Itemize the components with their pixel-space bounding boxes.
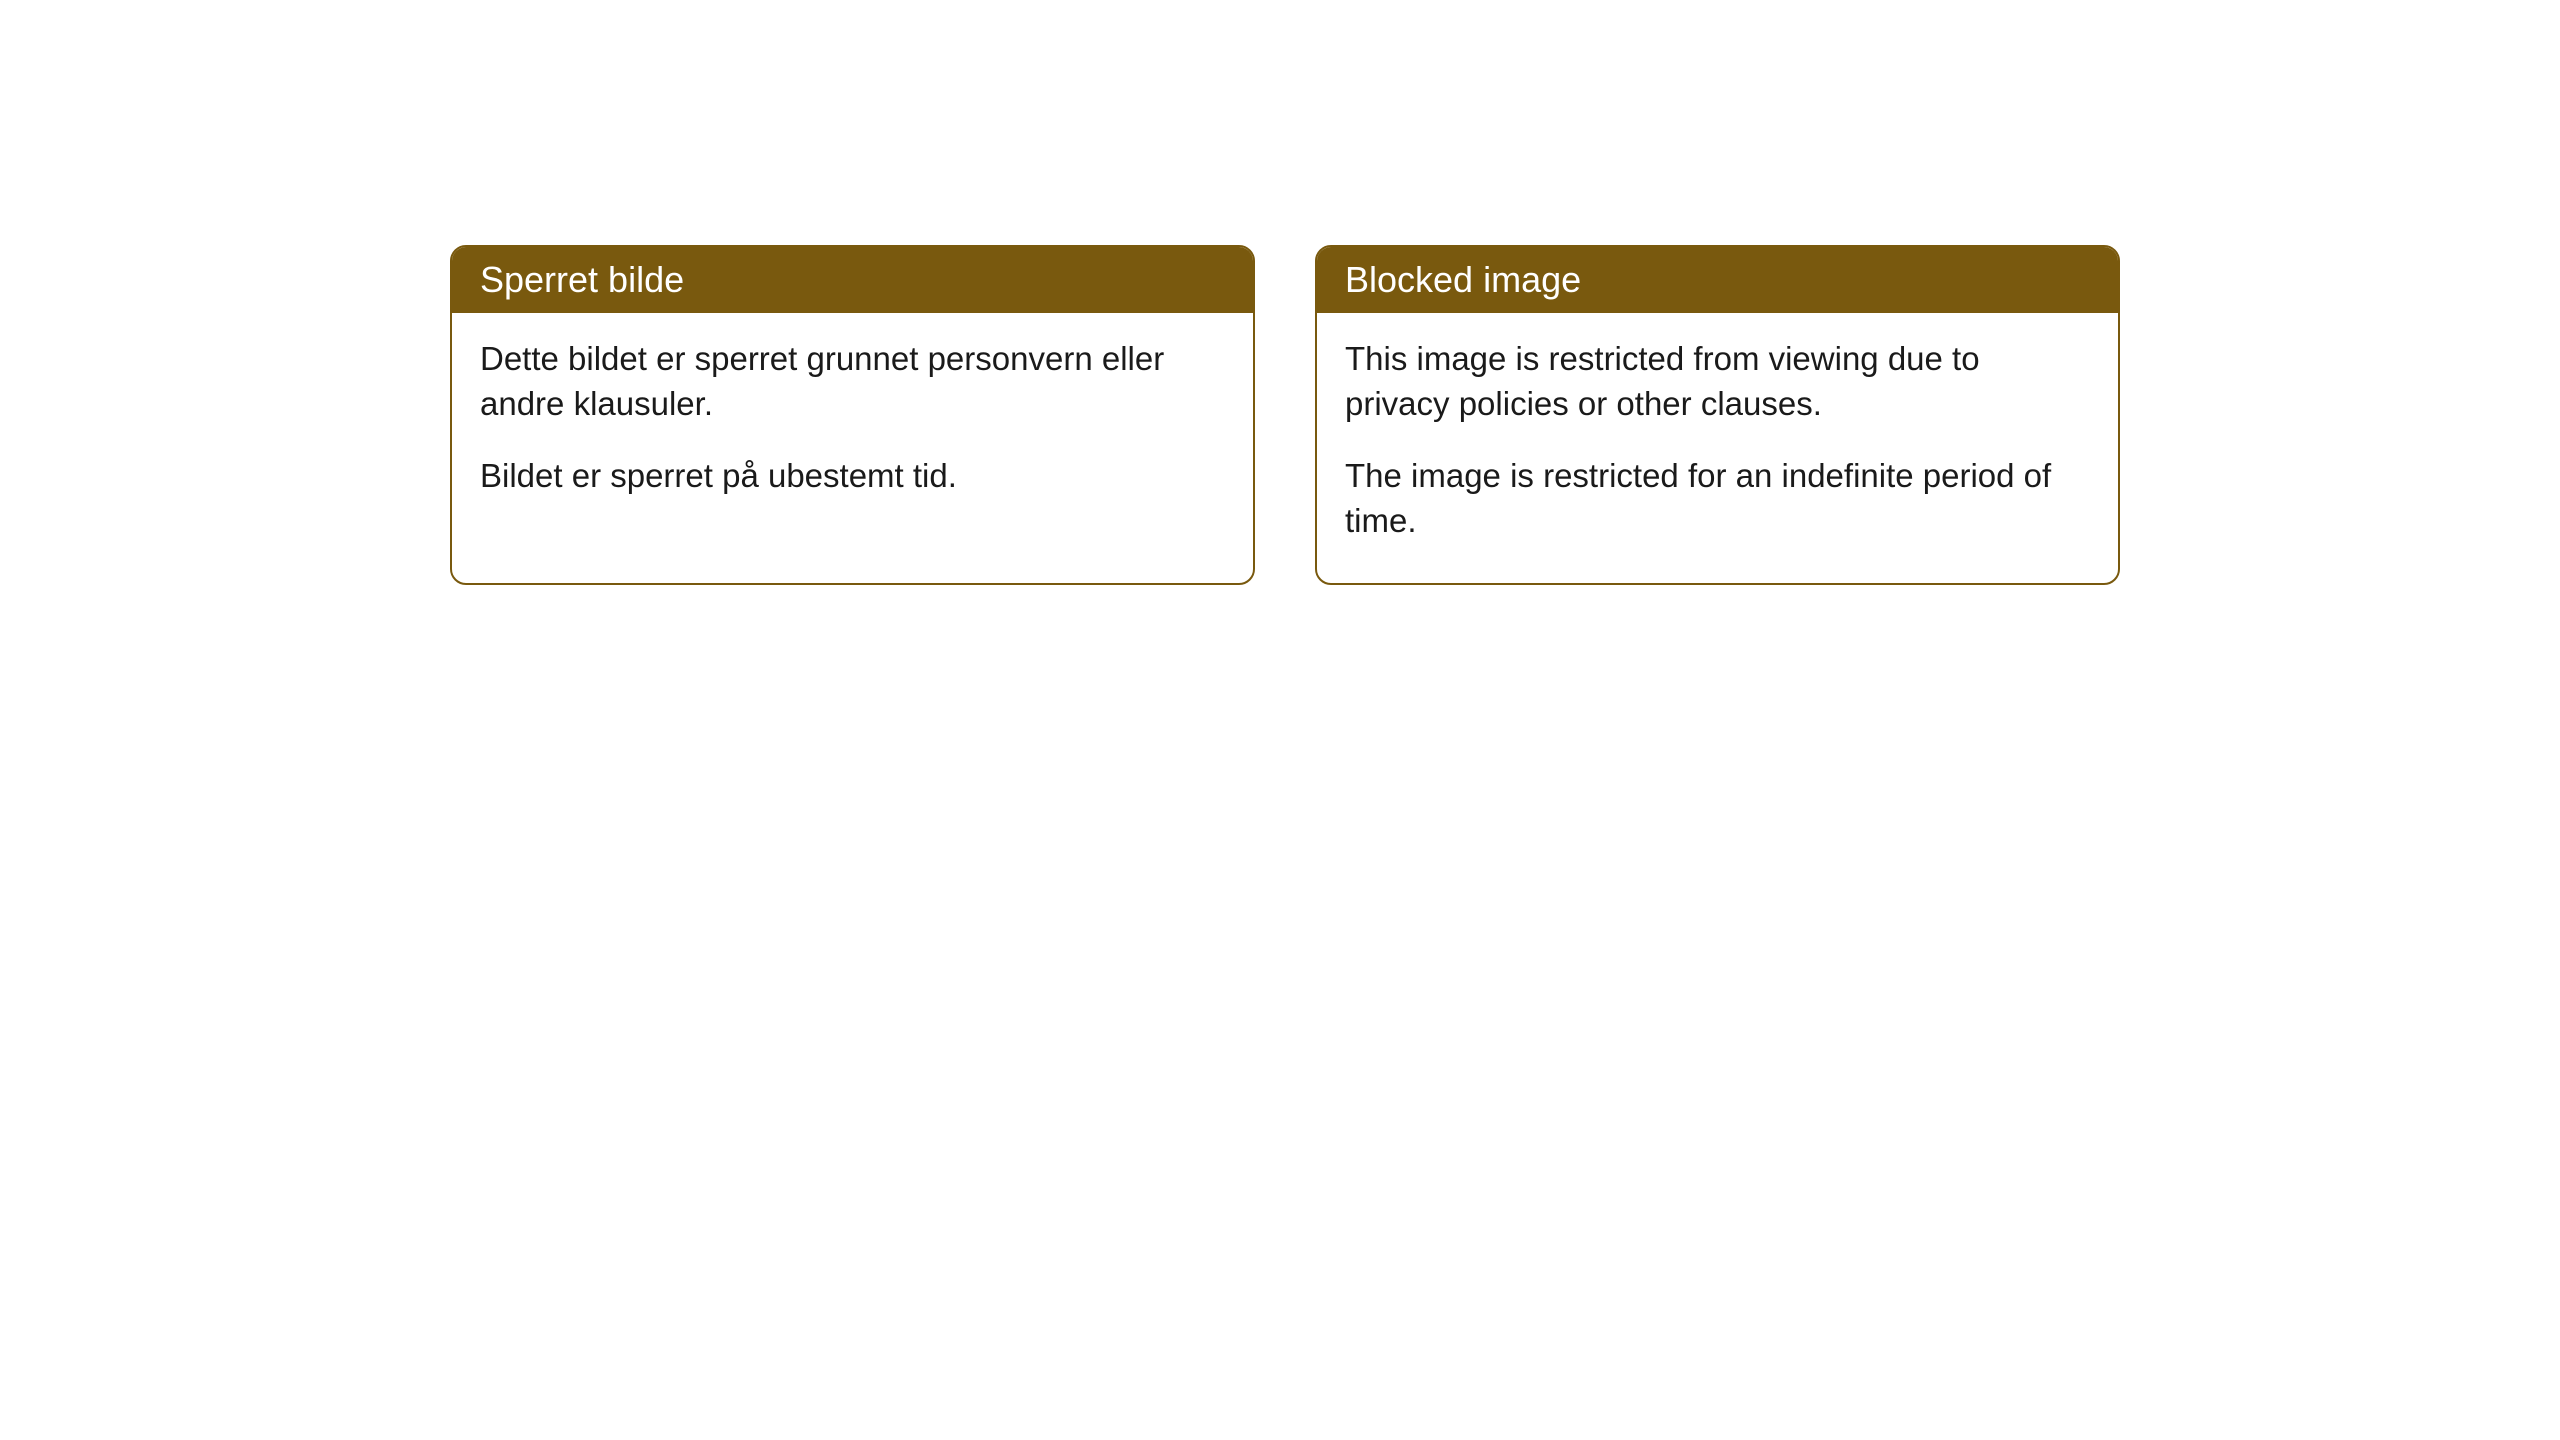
card-title: Blocked image: [1345, 259, 1581, 300]
card-title: Sperret bilde: [480, 259, 684, 300]
card-body: Dette bildet er sperret grunnet personve…: [452, 313, 1253, 539]
notice-card-norwegian: Sperret bilde Dette bildet er sperret gr…: [450, 245, 1255, 585]
card-paragraph: Bildet er sperret på ubestemt tid.: [480, 454, 1225, 499]
notice-card-english: Blocked image This image is restricted f…: [1315, 245, 2120, 585]
card-header: Sperret bilde: [452, 247, 1253, 313]
card-body: This image is restricted from viewing du…: [1317, 313, 2118, 583]
card-paragraph: Dette bildet er sperret grunnet personve…: [480, 337, 1225, 426]
card-header: Blocked image: [1317, 247, 2118, 313]
notice-container: Sperret bilde Dette bildet er sperret gr…: [450, 245, 2120, 585]
card-paragraph: The image is restricted for an indefinit…: [1345, 454, 2090, 543]
card-paragraph: This image is restricted from viewing du…: [1345, 337, 2090, 426]
